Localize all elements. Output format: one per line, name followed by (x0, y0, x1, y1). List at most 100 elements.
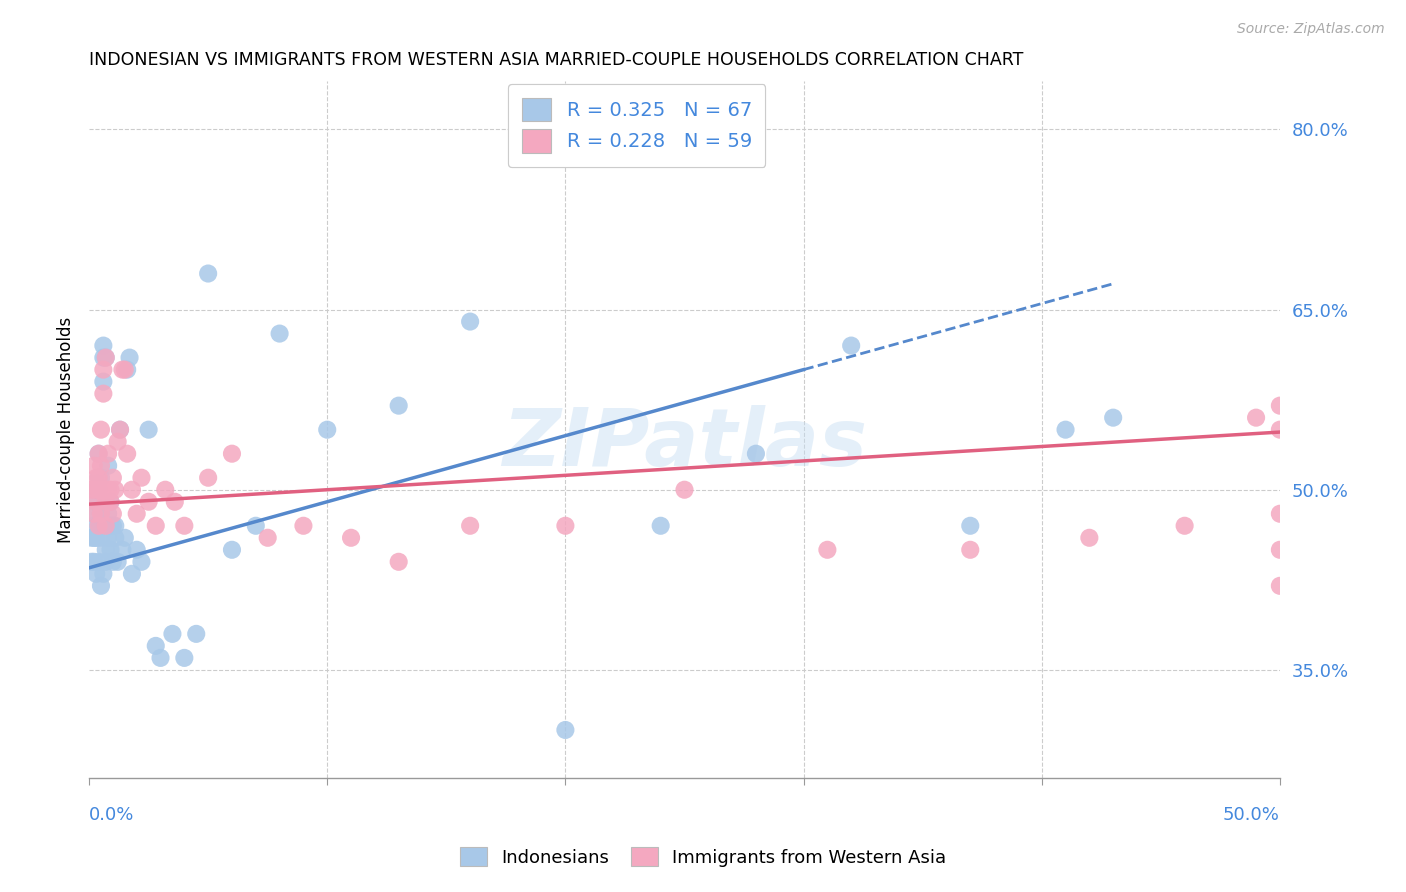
Point (87, 483, 110, 497)
Point (90, 458, 112, 473)
Point (118, 351, 141, 365)
Text: INDONESIAN VS IMMIGRANTS FROM WESTERN ASIA MARRIED-COUPLE HOUSEHOLDS CORRELATION: INDONESIAN VS IMMIGRANTS FROM WESTERN AS… (89, 51, 1024, 69)
Point (388, 399, 411, 413)
Point (93, 375, 115, 389)
Point (1102, 410, 1125, 425)
Point (84, 531, 107, 545)
Point (94, 518, 117, 533)
Point (94, 351, 117, 365)
Point (554, 723, 576, 737)
Point (100, 494, 122, 508)
Point (162, 627, 184, 641)
Text: Source: ZipAtlas.com: Source: ZipAtlas.com (1237, 22, 1385, 37)
Point (83, 531, 105, 545)
Point (93, 386, 115, 401)
Point (83, 458, 105, 473)
Point (83, 518, 105, 533)
Text: ZIPatlas: ZIPatlas (502, 405, 868, 483)
Point (1078, 531, 1101, 545)
Point (84, 531, 107, 545)
Point (121, 483, 143, 497)
Point (1268, 507, 1291, 521)
Point (114, 362, 136, 376)
Point (745, 447, 768, 461)
Point (84, 494, 107, 508)
Point (115, 447, 138, 461)
Point (84, 483, 107, 497)
Point (93, 483, 115, 497)
Point (100, 518, 122, 533)
Legend: Indonesians, Immigrants from Western Asia: Indonesians, Immigrants from Western Asi… (453, 840, 953, 874)
Point (221, 447, 243, 461)
Point (197, 267, 219, 281)
Point (84, 483, 107, 497)
Point (90, 471, 112, 485)
Point (131, 555, 153, 569)
Point (84, 566, 107, 581)
Point (100, 542, 122, 557)
Point (138, 494, 160, 508)
Point (197, 471, 219, 485)
Point (114, 531, 136, 545)
Point (650, 518, 672, 533)
Point (155, 483, 177, 497)
Point (1244, 410, 1267, 425)
Point (80, 531, 103, 545)
Point (87, 555, 110, 569)
Point (173, 651, 195, 665)
Point (316, 423, 339, 437)
Point (163, 494, 186, 508)
Point (94, 555, 117, 569)
Point (90, 531, 112, 545)
Point (245, 518, 267, 533)
Point (90, 507, 112, 521)
Point (107, 434, 129, 449)
Point (97, 483, 120, 497)
Y-axis label: Married-couple Households: Married-couple Households (58, 317, 75, 543)
Point (145, 639, 167, 653)
Point (97, 447, 120, 461)
Point (97, 531, 120, 545)
Text: 50.0%: 50.0% (1223, 805, 1279, 824)
Text: 0.0%: 0.0% (89, 805, 135, 824)
Point (94, 351, 117, 365)
Point (269, 326, 291, 341)
Point (108, 423, 131, 437)
Point (87, 447, 110, 461)
Point (94, 542, 117, 557)
Point (125, 542, 148, 557)
Point (90, 579, 112, 593)
Point (292, 518, 315, 533)
Point (83, 507, 105, 521)
Point (100, 483, 122, 497)
Point (1054, 423, 1077, 437)
Point (111, 362, 134, 376)
Point (83, 555, 105, 569)
Point (93, 351, 115, 365)
Point (101, 507, 124, 521)
Point (101, 471, 124, 485)
Point (90, 507, 112, 521)
Point (87, 518, 110, 533)
Point (115, 362, 138, 376)
Point (186, 627, 208, 641)
Point (94, 494, 117, 508)
Point (97, 507, 120, 521)
Point (256, 531, 278, 545)
Point (1174, 518, 1197, 533)
Point (93, 566, 115, 581)
Point (138, 423, 160, 437)
Point (131, 471, 153, 485)
Point (1268, 399, 1291, 413)
Point (388, 555, 411, 569)
Point (87, 483, 110, 497)
Point (97, 458, 120, 473)
Point (815, 542, 838, 557)
Point (673, 483, 696, 497)
Point (90, 518, 112, 533)
Point (87, 518, 110, 533)
Point (87, 471, 110, 485)
Point (90, 423, 112, 437)
Point (149, 651, 172, 665)
Point (340, 531, 363, 545)
